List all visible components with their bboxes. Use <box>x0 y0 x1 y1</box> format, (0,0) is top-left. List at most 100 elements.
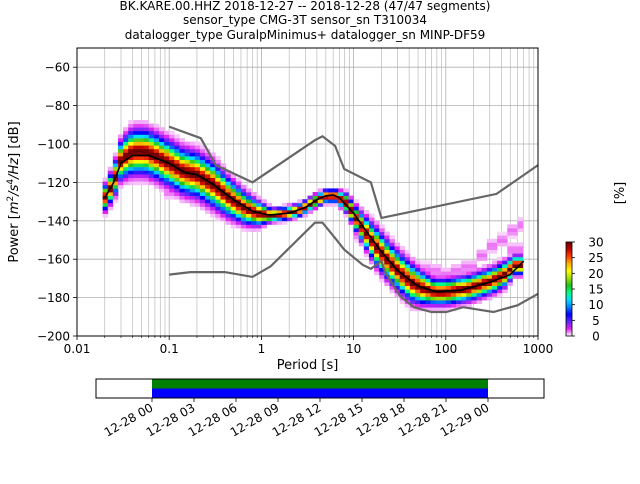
heatmap-cell <box>502 271 508 276</box>
heatmap-cell <box>415 292 421 297</box>
heatmap-cell <box>353 210 360 214</box>
heatmap-cell <box>246 202 252 207</box>
heatmap-cell <box>491 274 498 279</box>
heatmap-cell <box>445 307 452 312</box>
heatmap-cell <box>271 206 278 211</box>
heatmap-cell <box>158 156 165 160</box>
heatmap-cell <box>471 296 477 301</box>
heatmap-cell <box>266 206 273 211</box>
heatmap-cell <box>491 285 498 290</box>
noise-models <box>168 125 539 314</box>
heatmap-cell <box>112 156 119 160</box>
heatmap-cell <box>353 224 360 229</box>
heatmap-cell <box>148 145 155 150</box>
heatmap-cell <box>189 163 196 168</box>
heatmap-cell <box>199 145 206 150</box>
heatmap-cell <box>184 195 191 200</box>
heatmap-cell <box>287 202 293 207</box>
heatmap-cell <box>199 184 206 189</box>
heatmap-cell <box>445 271 452 276</box>
heatmap-cell <box>415 303 421 308</box>
heatmap-cell <box>368 217 375 222</box>
heatmap-cell <box>394 264 401 268</box>
heatmap-cell <box>153 159 160 164</box>
heatmap-cell <box>363 217 370 222</box>
heatmap-cell <box>409 260 416 265</box>
heatmap-cell <box>158 141 165 146</box>
heatmap-cell <box>353 231 360 236</box>
heatmap-cell <box>384 264 390 268</box>
heatmap-cell <box>240 224 247 229</box>
heatmap-cell <box>302 206 308 211</box>
heatmap-cell <box>430 271 436 276</box>
heatmap-cell <box>440 307 447 312</box>
heatmap-cell <box>348 220 354 225</box>
heatmap-cell <box>420 300 426 304</box>
heatmap-cell <box>205 159 211 164</box>
heatmap-cell <box>128 130 134 135</box>
heatmap-cell <box>123 159 129 164</box>
heatmap-cell <box>138 174 144 178</box>
heatmap-cell <box>123 170 129 175</box>
heatmap-cell <box>220 192 226 196</box>
ylabel-superscript: 2 <box>6 196 16 202</box>
heatmap-cell <box>399 300 406 304</box>
heatmap-cell <box>194 170 201 175</box>
heatmap-cell <box>164 134 170 139</box>
heatmap-cell <box>189 174 196 178</box>
heatmap-cell <box>281 210 288 214</box>
heatmap-cell <box>399 246 406 250</box>
heatmap-cell <box>394 249 401 254</box>
heatmap-cell <box>210 166 216 171</box>
heatmap-cell <box>512 274 518 279</box>
heatmap-cell <box>199 181 206 186</box>
heatmap-cell <box>281 213 288 218</box>
heatmap-cell <box>215 170 221 175</box>
heatmap-cell <box>230 181 237 186</box>
heatmap-cell <box>215 192 221 196</box>
heatmap-cell <box>420 264 426 268</box>
heatmap-cell <box>194 148 201 153</box>
heatmap-cell <box>246 224 252 229</box>
heatmap-cell <box>112 188 119 193</box>
heatmap-cell <box>399 292 406 297</box>
heatmap-cell <box>179 141 185 146</box>
heatmap-cell <box>374 264 380 268</box>
heatmap-cell <box>158 170 165 175</box>
heatmap-cell <box>502 289 508 294</box>
heatmap-cell <box>415 260 421 265</box>
heatmap-cell <box>123 152 129 157</box>
heatmap-cell <box>379 238 385 243</box>
heatmap-cell <box>199 199 206 204</box>
heatmap-cell <box>230 174 237 178</box>
heatmap-cell <box>389 271 395 276</box>
heatmap-cell <box>158 159 165 164</box>
heatmap-cell <box>261 217 267 222</box>
title-line-2: sensor_type CMG-3T sensor_sn T310034 <box>183 13 427 27</box>
heatmap-cell <box>338 202 344 207</box>
heatmap-cell <box>169 195 175 200</box>
heatmap-cell <box>143 141 150 146</box>
heatmap-cell <box>225 195 232 200</box>
heatmap-cell <box>461 289 467 294</box>
heatmap-cell <box>425 303 431 308</box>
heatmap-cell <box>440 296 447 301</box>
heatmap-cell <box>471 260 477 265</box>
heatmap-cell <box>194 188 201 193</box>
heatmap-cell <box>148 174 155 178</box>
heatmap-cell <box>394 274 401 279</box>
heatmap-cell <box>102 181 109 186</box>
plot-frame <box>76 47 539 337</box>
heatmap-cell <box>133 170 139 175</box>
heatmap-cell <box>174 192 180 196</box>
heatmap-cell <box>409 271 416 276</box>
heatmap-cell <box>435 274 442 279</box>
heatmap-cell <box>194 177 201 182</box>
heatmap-cell <box>512 228 518 232</box>
heatmap-cell <box>430 303 436 308</box>
heatmap-cell <box>133 177 139 182</box>
heatmap-cell <box>210 199 216 204</box>
heatmap-cell <box>430 307 436 312</box>
heatmap-cell <box>461 300 467 304</box>
